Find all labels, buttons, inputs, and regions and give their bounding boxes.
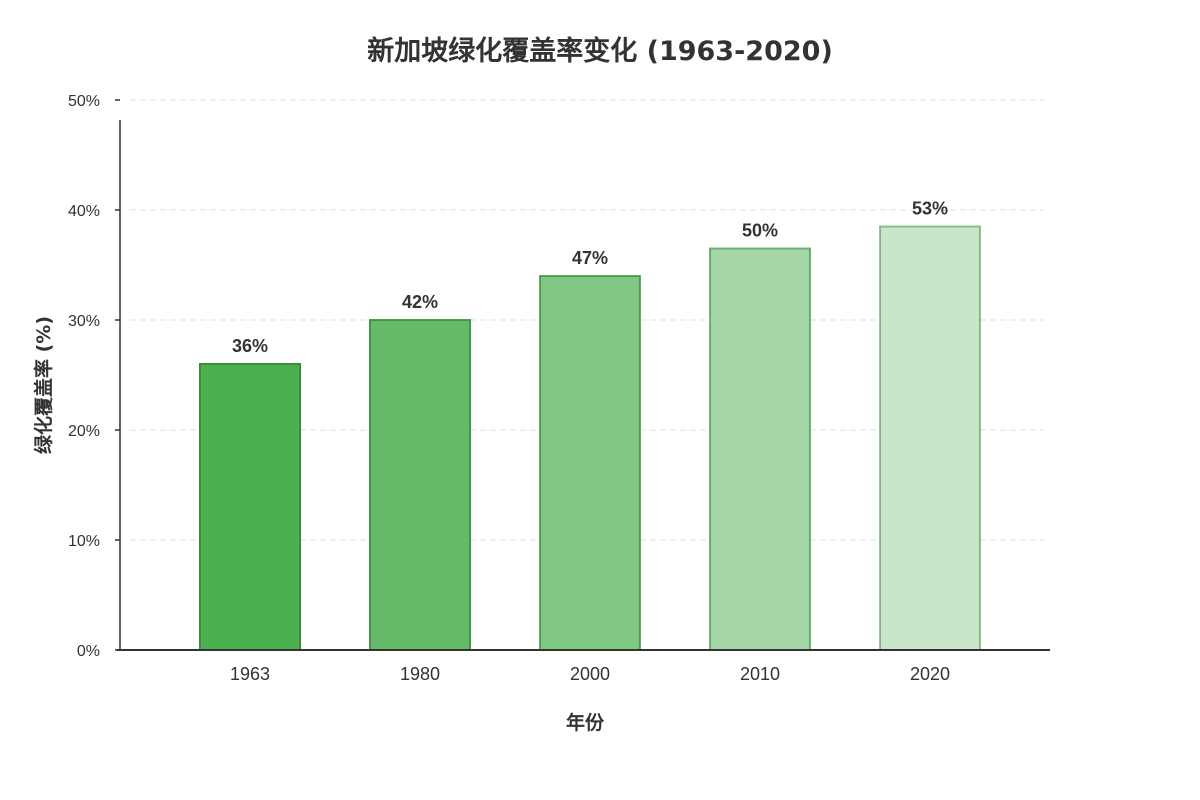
x-axis-title: 年份 xyxy=(566,711,605,734)
x-tick-label-2000: 2000 xyxy=(570,664,610,684)
bar-2000 xyxy=(539,275,641,651)
data-label-2020: 53% xyxy=(912,199,948,219)
x-tick-label-1963: 1963 xyxy=(230,664,270,684)
data-label-1980: 42% xyxy=(402,292,438,312)
data-label-2010: 50% xyxy=(742,221,778,241)
x-tick-label-1980: 1980 xyxy=(400,664,440,684)
bar-2020 xyxy=(879,225,981,651)
y-tick-label: 50% xyxy=(68,93,100,110)
chart-title: 新加坡绿化覆盖率变化 (1963-2020) xyxy=(367,35,833,67)
data-labels: 36% 42% 47% 50% 53% xyxy=(232,199,948,357)
data-label-1963: 36% xyxy=(232,336,268,356)
bar-2010 xyxy=(709,247,811,651)
x-tick-label-2020: 2020 xyxy=(910,664,950,684)
x-tick-label-2010: 2010 xyxy=(740,664,780,684)
bar-1980 xyxy=(369,319,471,651)
y-tick-label: 0% xyxy=(77,643,100,660)
data-label-2000: 47% xyxy=(572,248,608,268)
x-axis-ticks: 1963 1980 2000 2010 2020 xyxy=(230,664,950,684)
bar-1963 xyxy=(199,363,301,651)
y-tick-label: 20% xyxy=(68,423,100,440)
y-tick-label: 30% xyxy=(68,313,100,330)
bars xyxy=(199,225,981,651)
y-axis-ticks: 0% 10% 20% 30% 40% 50% xyxy=(68,93,120,660)
y-tick-label: 10% xyxy=(68,533,100,550)
y-tick-label: 40% xyxy=(68,203,100,220)
y-axis-title: 绿化覆盖率 (%) xyxy=(32,316,55,454)
